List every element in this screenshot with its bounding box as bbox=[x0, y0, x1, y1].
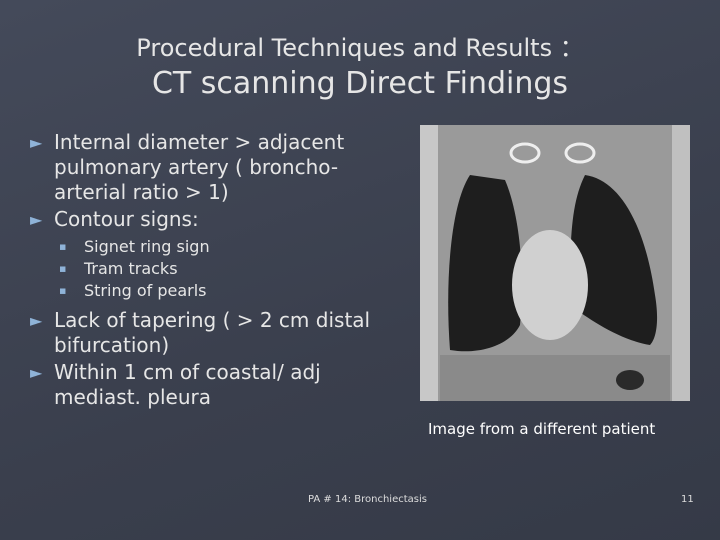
clavicle bbox=[509, 142, 541, 164]
subtitle: CT scanning Direct Findings bbox=[151, 66, 569, 101]
bullet: Within 1 cm of coastal/ adj mediast. ple… bbox=[30, 360, 390, 410]
title: Procedural Techniques and Results ： bbox=[136, 34, 584, 62]
sub-bullet: Tram tracks bbox=[54, 258, 390, 280]
sub-bullet: String of pearls bbox=[54, 280, 390, 302]
bullet-text: Contour signs: bbox=[54, 207, 199, 231]
sub-bullet: Signet ring sign bbox=[54, 236, 390, 258]
bullet-text: Internal diameter > adjacent pulmonary a… bbox=[54, 130, 345, 204]
bullet-text: Within 1 cm of coastal/ adj mediast. ple… bbox=[54, 360, 321, 409]
ct-edge bbox=[420, 125, 438, 401]
bowel-gas bbox=[616, 370, 644, 390]
bullet: Internal diameter > adjacent pulmonary a… bbox=[30, 130, 390, 205]
footer: PA # 14: Bronchiectasis bbox=[308, 494, 427, 505]
image-caption: Image from a different patient bbox=[428, 420, 656, 438]
bullet-text: Lack of tapering ( > 2 cm distal bifurca… bbox=[54, 308, 371, 357]
ct-edge bbox=[672, 125, 690, 401]
bullet: Contour signs: Signet ring sign Tram tra… bbox=[30, 207, 390, 302]
sub-list: Signet ring sign Tram tracks String of p… bbox=[54, 236, 390, 302]
ct-image bbox=[420, 125, 690, 401]
left-lung bbox=[448, 175, 522, 352]
bullet: Lack of tapering ( > 2 cm distal bifurca… bbox=[30, 308, 390, 358]
bullet-list: Internal diameter > adjacent pulmonary a… bbox=[30, 130, 390, 412]
clavicle bbox=[564, 142, 596, 164]
right-lung bbox=[570, 175, 658, 345]
heart bbox=[512, 230, 588, 340]
page-number: 11 bbox=[681, 494, 694, 505]
